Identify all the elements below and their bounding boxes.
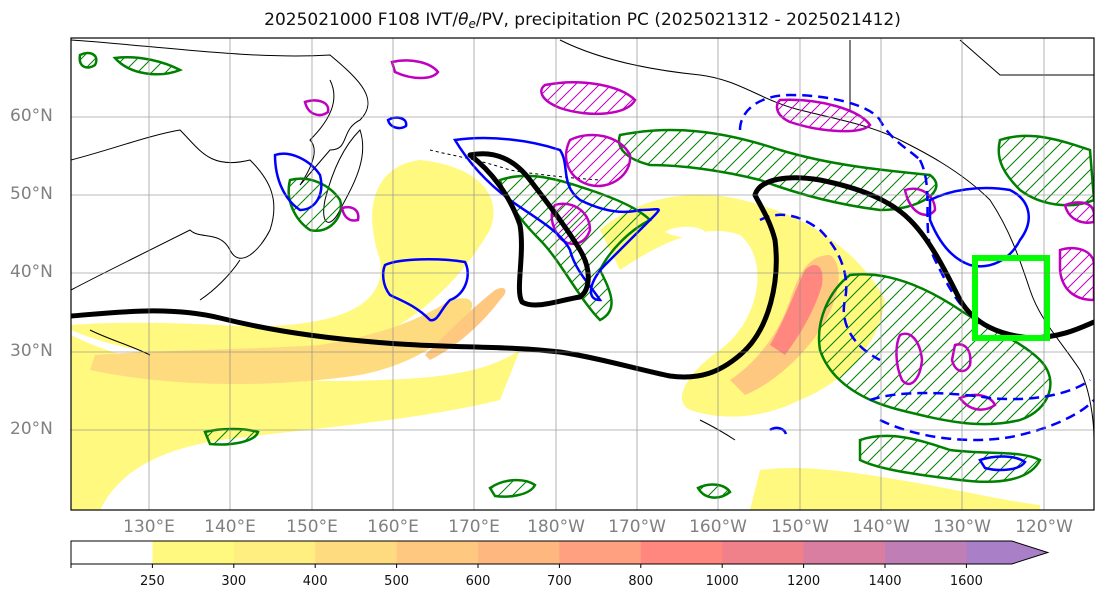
colorbar [70, 540, 1050, 568]
pv-contour-east [928, 186, 1030, 268]
pv-contour-small-2 [769, 426, 788, 435]
colorbar-tick-label: 500 [384, 574, 410, 589]
pv-contour-central [381, 258, 469, 322]
pv-highlight-9 [903, 187, 937, 216]
pv-highlight-13 [1063, 201, 1094, 224]
colorbar-segment [152, 541, 235, 564]
pv-contour-dashed-north [738, 93, 981, 322]
colorbar-segment [71, 541, 153, 564]
pv-contour-dashed-south [869, 378, 1094, 442]
pv-contour-trough [452, 136, 660, 302]
precip-area-north3 [696, 483, 732, 499]
lat-label-30n: 30°N [10, 341, 53, 361]
colorbar-segment [233, 541, 316, 564]
ivt-core-central-max [770, 265, 823, 355]
precip-area-north1 [78, 51, 98, 69]
pv-contour-kamchatka [273, 152, 323, 212]
colorbar-tick-label: 400 [302, 574, 328, 589]
pv-highlight-2 [564, 133, 632, 188]
ivt-band-southeast [750, 468, 1040, 510]
coastline-aleutians [429, 149, 601, 181]
colorbar-tick-label: 250 [139, 574, 165, 589]
lon-label-160w: 160°W [689, 517, 747, 537]
lon-label-150e: 150°E [286, 517, 338, 537]
colorbar-tick-label: 1400 [868, 574, 902, 589]
lon-label-120w: 120°W [1015, 517, 1073, 537]
lat-label-60n: 60°N [10, 106, 53, 126]
lon-label-150w: 150°W [771, 517, 829, 537]
colorbar-segment [722, 541, 805, 564]
precip-area-west1 [203, 427, 260, 446]
colorbar-segment [640, 541, 723, 564]
pv-contour-south [978, 455, 1027, 472]
lat-label-20n: 20°N [10, 419, 53, 439]
pv-highlight-6 [895, 332, 924, 386]
coastline-asia [71, 129, 275, 291]
precip-area-eastpacific [817, 273, 1052, 426]
precip-area-north2 [112, 56, 183, 76]
colorbar-tick-label: 300 [221, 574, 247, 589]
lat-label-50n: 50°N [10, 184, 53, 204]
pv-highlight-11 [390, 59, 440, 80]
pv-highlight-7 [950, 343, 972, 373]
colorbar-segment [885, 541, 967, 564]
pv-highlight-5 [1058, 246, 1094, 302]
lon-label-170e: 170°E [448, 517, 500, 537]
border-canada [849, 39, 1094, 110]
pv-highlight-1 [540, 81, 637, 116]
map-title: 2025021000 F108 IVT/θe/PV, precipitation… [264, 10, 901, 31]
lon-label-140e: 140°E [204, 517, 256, 537]
pv-contour-dashed-mid [759, 213, 881, 362]
coastline-siberia [71, 39, 369, 186]
colorbar-tick-label: 1600 [949, 574, 983, 589]
ivt-band-central [600, 194, 885, 417]
pv-contours [273, 93, 1094, 472]
colorbar-segment [803, 541, 886, 564]
ivt-band-subtropical [71, 160, 494, 360]
colorbar-tick-label: 600 [465, 574, 491, 589]
lon-label-140w: 140°W [852, 517, 910, 537]
colorbar-segment [478, 541, 560, 564]
theta-e-contours [71, 151, 1094, 380]
lon-label-160e: 160°E [367, 517, 419, 537]
colorbar-tick-label: 800 [628, 574, 654, 589]
lon-label-130e: 130°E [123, 517, 175, 537]
coastline-alaska [559, 39, 1094, 441]
precip-area-west2 [488, 478, 537, 498]
colorbar-tick-label: 1200 [787, 574, 821, 589]
map-frame [70, 37, 1095, 511]
lat-label-40n: 40°N [10, 262, 53, 282]
colorbar-segment [559, 541, 642, 564]
lon-label-170w: 170°W [608, 517, 666, 537]
pv-highlight-12 [340, 205, 360, 222]
pv-contour-small-1 [386, 116, 408, 130]
colorbar-segment [396, 541, 479, 564]
theta-e-contour-main [71, 175, 1094, 380]
colorbar-tick-label: 700 [546, 574, 572, 589]
coastline-hawaii [699, 419, 736, 441]
ivt-core-west [90, 298, 473, 385]
gridlines [71, 38, 1094, 510]
pv-highlight-10 [303, 99, 330, 117]
colorbar-outline [70, 540, 1050, 565]
target-region-box [972, 255, 1050, 341]
colorbar-tick-label: 1000 [705, 574, 739, 589]
lon-label-180w: 180°W [527, 517, 585, 537]
ivt-shading [71, 160, 1040, 510]
colorbar-extend-arrow [966, 541, 1048, 564]
ivt-core-jet [425, 288, 506, 360]
theta-e-contour-trough [467, 151, 591, 308]
lon-label-130w: 130°W [933, 517, 991, 537]
ivt-hole [665, 226, 705, 238]
colorbar-segment [315, 541, 398, 564]
